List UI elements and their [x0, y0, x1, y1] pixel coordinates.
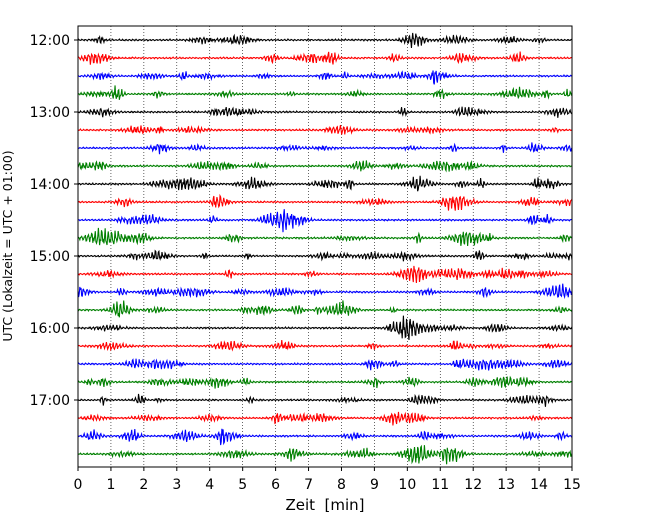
x-tick-label-1: 1: [106, 477, 115, 493]
y-tick-label-1300: 13:00: [30, 105, 70, 121]
x-tick-label-4: 4: [205, 477, 214, 493]
trace-1445: [77, 227, 573, 246]
y-tick-label-1700: 17:00: [30, 393, 70, 409]
trace-1530: [77, 283, 573, 300]
y-axis-ticks: 12:00 13:00 14:00 15:00 16:00 17:00: [30, 33, 78, 409]
x-tick-label-5: 5: [238, 477, 247, 493]
x-tick-label-7: 7: [304, 477, 313, 493]
x-tick-label-0: 0: [74, 477, 83, 493]
x-axis-ticks: 0 1 2 3 4 5 6 7 8 9 10 11 12 13 14 15: [74, 467, 581, 493]
y-tick-label-1200: 12:00: [30, 33, 70, 49]
trace-1615: [77, 340, 573, 352]
trace-1600: [77, 315, 573, 341]
x-tick-label-9: 9: [370, 477, 379, 493]
x-tick-label-11: 11: [431, 477, 449, 493]
y-axis-label: UTC (Lokalzeit = UTC + 01:00): [0, 150, 15, 341]
trace-1700: [77, 393, 573, 407]
trace-1400: [77, 175, 573, 192]
trace-1730: [77, 428, 573, 446]
y-tick-label-1500: 15:00: [30, 249, 70, 265]
x-tick-label-13: 13: [497, 477, 515, 493]
trace-1745: [77, 444, 573, 465]
trace-1230: [77, 70, 573, 85]
trace-1200: [77, 32, 573, 49]
trace-1430: [77, 209, 573, 233]
trace-1415: [77, 193, 573, 211]
trace-1630: [77, 358, 573, 371]
trace-1345: [77, 160, 573, 173]
trace-1330: [77, 142, 573, 155]
x-tick-label-14: 14: [530, 477, 548, 493]
trace-1715: [77, 411, 573, 426]
trace-1315: [77, 124, 573, 135]
y-tick-label-1600: 16:00: [30, 321, 70, 337]
trace-1545: [77, 300, 573, 318]
x-tick-label-8: 8: [337, 477, 346, 493]
trace-1215: [77, 51, 573, 65]
trace-1300: [77, 106, 573, 118]
trace-1645: [77, 375, 573, 389]
trace-1515: [77, 265, 573, 283]
plot-frame: [77, 25, 573, 468]
y-tick-label-1400: 14:00: [30, 177, 70, 193]
x-axis-label: Zeit [min]: [285, 496, 364, 514]
x-tick-label-15: 15: [563, 477, 581, 493]
x-tick-label-6: 6: [271, 477, 280, 493]
x-tick-label-12: 12: [464, 477, 482, 493]
x-tick-label-10: 10: [398, 477, 416, 493]
trace-1245: [77, 85, 573, 100]
trace-group: [77, 32, 573, 465]
x-tick-label-3: 3: [172, 477, 181, 493]
trace-1500: [77, 249, 573, 262]
x-tick-label-2: 2: [139, 477, 148, 493]
